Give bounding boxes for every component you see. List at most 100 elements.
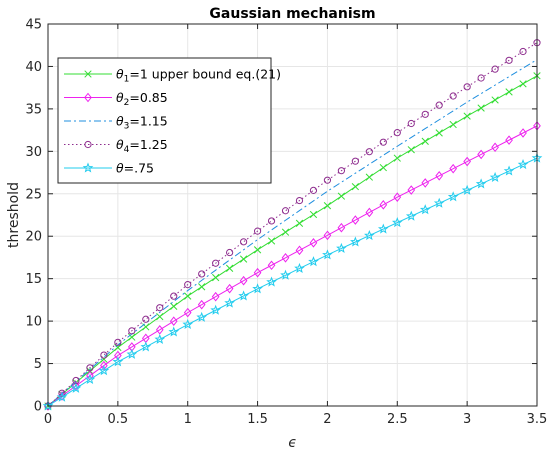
series-2-point [155,324,164,335]
series-4-point [337,167,345,175]
legend-label: θ4=1.25 [116,137,168,155]
series-2-point [225,283,234,294]
series-1-point [170,302,178,310]
series-1-point [225,264,234,272]
series-4-point [281,207,290,215]
series-2-point [169,316,178,326]
series-5-point [377,223,389,234]
series-5-point [140,341,152,352]
series-4-point [477,74,485,82]
y-tick-label: 10 [25,315,42,330]
series-2-point [477,149,485,160]
series-1-point [239,255,248,263]
series-2-point [393,192,402,202]
series-5-point [168,326,180,337]
y-tick-label: 45 [25,18,42,33]
series-2-point [100,360,108,371]
series-4-point [351,157,359,165]
series-5-point [196,311,208,322]
series-2-point [463,156,471,167]
series-2-point [323,230,332,241]
series-2-point [337,222,346,233]
y-axis-label: threshold [6,182,22,248]
legend-label: θ2=0.85 [116,90,168,108]
series-2-point [491,142,499,153]
series-2-point [197,299,206,310]
series-1-point [351,182,360,191]
series-4-point [407,119,415,128]
series-4-point [184,281,192,289]
series-5-point [224,297,235,308]
series-5-point [322,249,333,260]
series-5-point [308,256,319,267]
series-1-point [421,137,429,145]
series-5-point [447,191,459,202]
chart-title: Gaussian mechanism [209,6,375,22]
series-2-point [435,170,444,181]
series-2-point [211,291,220,302]
series-5-point [336,242,347,253]
series-4-point [267,217,276,225]
series-4-point [212,259,220,267]
series-1-point [505,88,513,96]
series-2-point [449,163,458,174]
series-4-point [114,338,122,346]
series-5-point [489,171,501,183]
y-tick-label: 15 [25,272,42,287]
series-4-point [100,351,108,359]
series-4-point [393,129,401,137]
series-5-point [252,283,263,294]
legend-entry-2: θ2=0.85 [64,90,168,108]
series-5-point [238,290,249,301]
legend-marker [84,140,92,149]
series-5-point [154,333,166,344]
series-4-point [519,47,527,56]
series-2-point [114,350,122,361]
series-1-point [156,312,164,321]
series-1-point [253,246,262,254]
series-1-point [128,333,136,341]
series-4-point [86,364,94,372]
series-4-line [47,42,538,407]
series-5-point [70,382,82,393]
series-5-point [475,178,487,189]
y-tick-label: 0 [34,400,42,415]
series-2-point [281,252,290,263]
x-tick-label: 3 [463,412,471,427]
series-3 [47,59,538,407]
y-tick-label: 20 [25,230,42,245]
series-4-point [449,92,457,100]
series-1-point [449,120,457,129]
series-5-point [126,348,138,359]
legend-label: θ3=1.15 [116,114,168,132]
series-5-point [280,269,291,280]
series-2-point [267,260,276,271]
series-1-point [491,96,499,104]
series-2-point [379,200,388,210]
series-5-point [350,236,361,247]
x-tick-label: 2.5 [387,412,408,427]
series-4-point [170,292,178,300]
series-2-point [295,245,304,256]
series-1-point [198,283,206,291]
y-tick-label: 30 [25,145,42,160]
series-1-point [212,273,220,282]
series-4-point [142,315,150,323]
series-5-point [112,356,124,367]
legend-label: θ=.75 [116,161,154,176]
series-1-point [365,173,373,181]
series-5-point [266,276,277,287]
series-1-point [184,292,192,300]
series-2-point [239,275,248,286]
series-4-point [379,138,387,146]
series-1-point [337,192,346,200]
plot-frame [47,23,538,407]
y-tick-label: 35 [25,102,42,117]
series-5-point [364,229,375,241]
series-4-point [323,176,332,184]
series-5 [42,152,543,411]
legend-label: θ1=1 upper bound eq.(21) [116,67,281,85]
series-2 [44,121,541,411]
series-layer [42,39,543,411]
